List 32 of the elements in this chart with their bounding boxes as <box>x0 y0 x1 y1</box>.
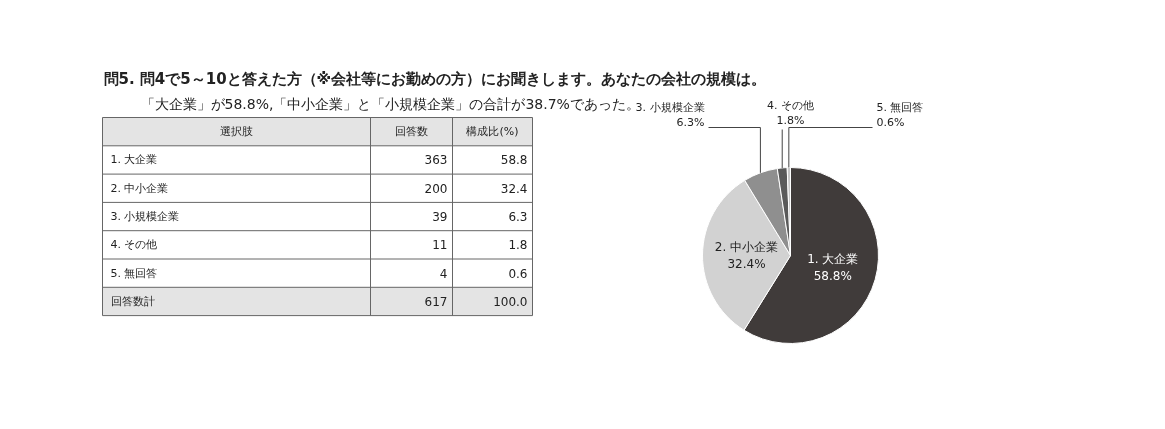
text: 200 <box>424 181 448 196</box>
slice-label: 5. 無回答 <box>876 100 924 114</box>
category-label: 1. 大企業 <box>110 153 158 167</box>
data-label: 1.8% <box>776 114 805 128</box>
text: 4 <box>439 266 448 281</box>
slice-label: 3. 小規模企業 <box>635 100 705 114</box>
data-label: 32.4% <box>727 256 766 271</box>
category-label: 4. その他 <box>110 238 158 252</box>
text: 構成比(%) <box>466 125 519 139</box>
data-label: 6.3% <box>676 116 705 130</box>
text: 6.3 <box>508 210 528 225</box>
text: 回答数計 <box>110 294 155 308</box>
text: 617 <box>424 294 448 309</box>
text: 39 <box>432 210 448 225</box>
text: 1.8 <box>508 238 528 253</box>
data-label: 0.6% <box>876 116 905 130</box>
slice-label: 4. その他 <box>767 98 814 112</box>
category-label: 3. 小規模企業 <box>110 210 180 224</box>
text: 11 <box>432 238 448 253</box>
text: 選択肢 <box>220 125 253 139</box>
text: 回答数 <box>395 125 428 139</box>
category-label: 5. 無回答 <box>110 266 158 280</box>
category-label: 2. 中小企業 <box>110 181 169 195</box>
text: 問5. 問4で5～10と答えた方（※会社等にお勤めの方）にお聞きします。あなたの会社の規模は。 <box>103 69 767 88</box>
text: 0.6 <box>508 266 528 281</box>
text: 58.8 <box>500 153 528 168</box>
text: 32.4 <box>500 181 528 196</box>
slice-label: 2. 中小企業 <box>714 239 779 254</box>
text: 363 <box>424 153 448 168</box>
text: 100.0 <box>493 294 528 309</box>
data-label: 58.8% <box>813 268 852 283</box>
slice-label: 1. 大企業 <box>807 252 859 267</box>
